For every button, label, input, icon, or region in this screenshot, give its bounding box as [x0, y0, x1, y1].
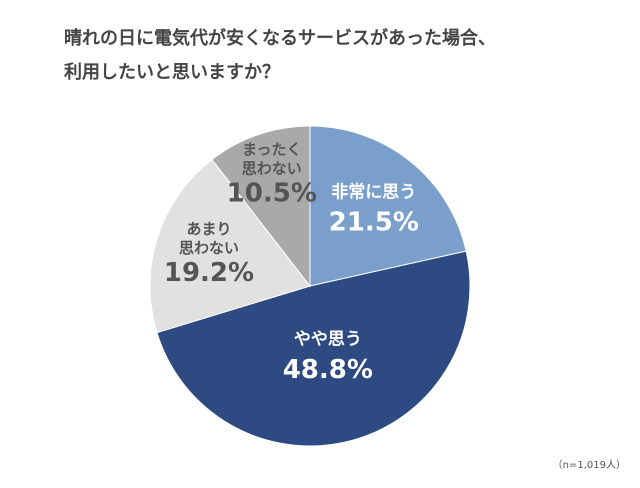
pie-slice-very-much — [309, 125, 467, 287]
slice-label-very-much-line-1: 非常に思う — [331, 181, 416, 202]
slice-label-not-really-line-2: 思わない — [179, 239, 239, 257]
slice-label-somewhat-line-1: やや思う — [294, 330, 362, 350]
slice-label-not-really-line-1: あまり — [186, 220, 231, 238]
chart-title-line-2: 利用したいと思いますか？ — [64, 62, 280, 83]
slice-value-very-much: 21.5% — [329, 207, 419, 237]
pie-slice-not-at-all — [211, 125, 311, 288]
slice-value-not-at-all: 10.5% — [227, 179, 317, 209]
chart-title: 晴れの日に電気代が安くなるサービスがあった場合、 利用したいと思いますか？ — [64, 22, 604, 90]
chart-title-line-1: 晴れの日に電気代が安くなるサービスがあった場合、 — [64, 28, 496, 49]
slice-label-not-at-all-line-2: 思わない — [242, 160, 302, 178]
slice-value-not-really: 19.2% — [164, 258, 254, 288]
pie-slice-not-really — [149, 158, 311, 334]
slice-value-somewhat: 48.8% — [283, 355, 373, 385]
pie-slice-somewhat — [156, 250, 471, 447]
sample-size-note: （n=1,019人） — [552, 460, 626, 471]
slice-label-not-at-all-line-1: まったく — [242, 141, 301, 159]
